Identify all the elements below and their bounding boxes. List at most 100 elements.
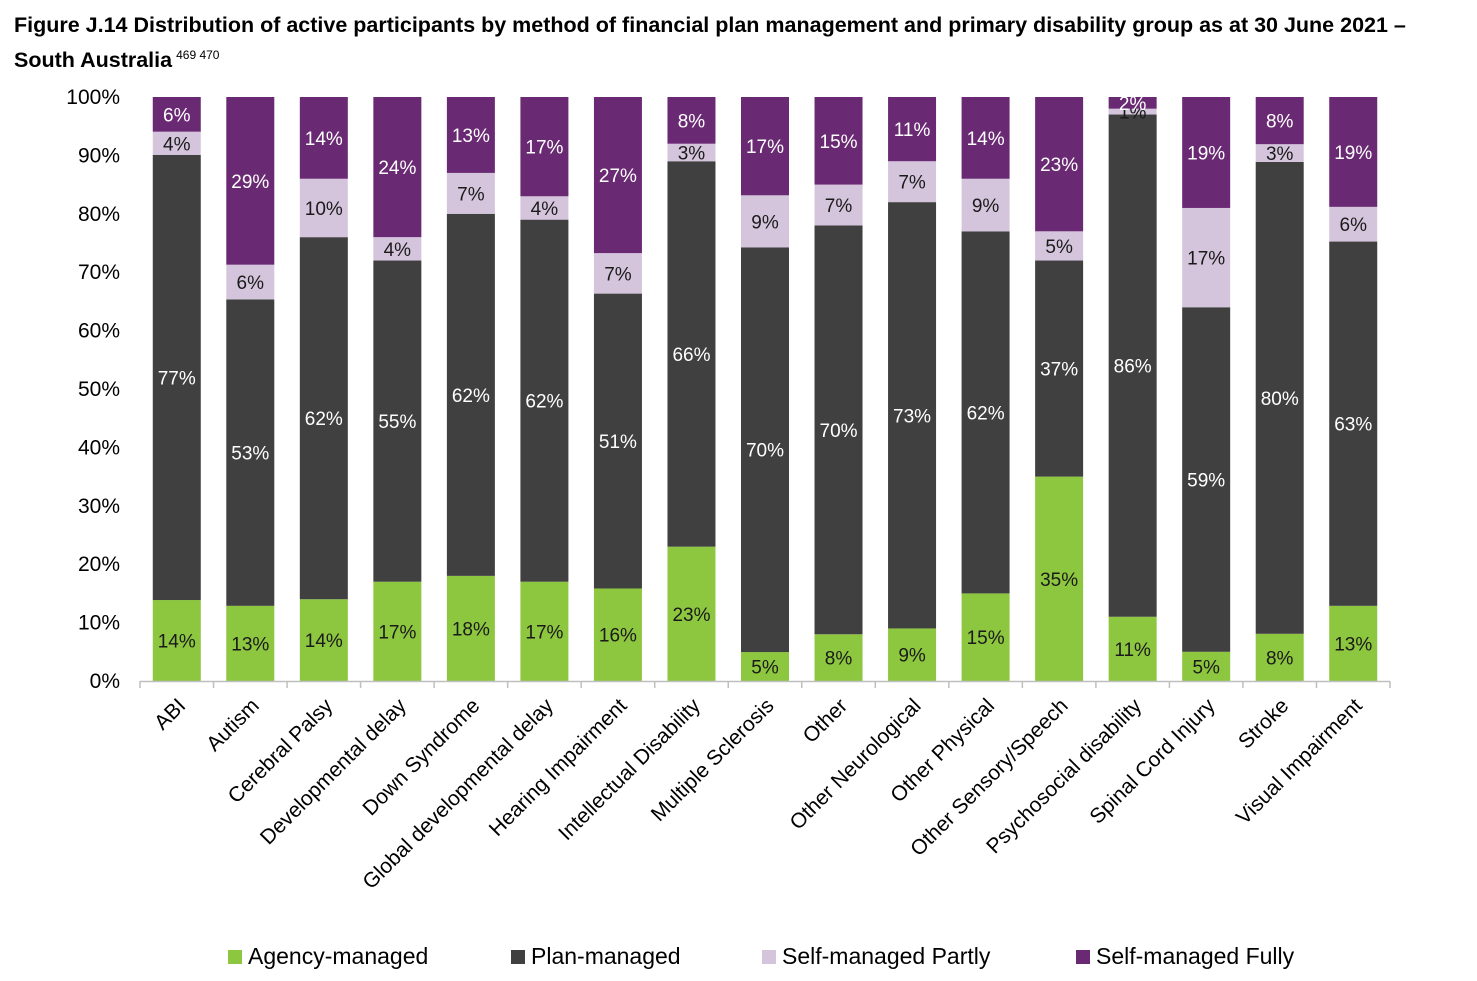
legend-label: Self-managed Partly (782, 943, 991, 969)
bar-segment (226, 605, 275, 681)
data-label: 23% (1040, 155, 1078, 176)
bar-segment (299, 97, 348, 179)
x-category-label: Intellectual Disability (554, 694, 705, 845)
y-tick-label: 60% (78, 320, 120, 343)
data-label: 11% (894, 120, 931, 141)
data-label: 14% (305, 129, 343, 150)
data-label: 10% (305, 199, 343, 220)
data-label: 19% (1187, 143, 1225, 164)
data-label: 5% (751, 658, 779, 679)
data-label: 8% (825, 649, 853, 670)
data-label: 62% (305, 409, 343, 430)
bar-segment (593, 588, 642, 681)
data-label: 6% (1340, 215, 1368, 236)
legend-label: Self-managed Fully (1096, 943, 1295, 969)
bar-segment (1329, 241, 1378, 606)
data-label: 62% (452, 386, 490, 407)
bar-segment (814, 97, 863, 185)
y-tick-label: 90% (78, 144, 120, 167)
data-label: 4% (531, 199, 559, 220)
data-label: 23% (672, 605, 710, 626)
legend-label: Agency-managed (248, 943, 429, 969)
data-label: 18% (452, 619, 490, 640)
bar-segment (226, 97, 275, 265)
legend-label: Plan-managed (531, 943, 681, 969)
bar-segment (888, 161, 937, 203)
bar-segment (741, 247, 789, 653)
data-label: 14% (305, 631, 343, 652)
bar-segment (814, 184, 863, 226)
data-label: 9% (972, 196, 1000, 217)
bar-segment (888, 628, 937, 681)
data-label: 66% (672, 345, 710, 366)
y-tick-label: 30% (78, 495, 120, 518)
bar-segment (593, 293, 642, 589)
data-label: 4% (384, 240, 412, 261)
data-label: 17% (378, 622, 416, 643)
bar-segment (1108, 97, 1157, 109)
bar-segment (814, 225, 863, 635)
data-label: 6% (163, 105, 191, 126)
bar-segment (1108, 616, 1157, 681)
bar-segment (1255, 161, 1304, 634)
bar-segment (961, 178, 1010, 232)
data-label: 19% (1334, 143, 1372, 164)
data-label: 15% (967, 628, 1005, 649)
y-tick-label: 10% (78, 612, 120, 635)
chart-legend: Agency-managed Plan-managed Self-managed P… (0, 943, 1477, 979)
data-label: 59% (1187, 471, 1225, 492)
bar-segment (1329, 206, 1378, 242)
y-tick-label: 40% (78, 436, 120, 459)
bar-segment (1182, 307, 1231, 652)
data-label: 17% (1187, 249, 1225, 270)
y-tick-label: 20% (78, 553, 120, 576)
bar-segment (961, 97, 1010, 179)
data-label: 16% (599, 626, 637, 647)
data-label: 13% (452, 126, 490, 147)
bar-segment (1329, 605, 1378, 681)
bar-segment (152, 131, 201, 155)
data-label: 3% (1266, 144, 1294, 165)
bar-segment (373, 260, 422, 582)
data-label: 63% (1334, 415, 1372, 436)
legend-item: Agency-managed (228, 943, 428, 970)
x-category-label: Hearing Impairment (485, 694, 632, 841)
bar-segment (814, 634, 863, 681)
bar-segment (152, 600, 201, 681)
bar-segment (667, 161, 716, 547)
x-category-label: Developmental delay (256, 694, 411, 849)
bar-segment (1182, 207, 1231, 308)
title-footnotes: 469 470 (176, 48, 220, 62)
bar-segment (1329, 97, 1378, 207)
y-tick-label: 80% (78, 203, 120, 226)
x-category-label: Other (799, 694, 852, 747)
data-label: 3% (678, 143, 706, 164)
data-label: 17% (525, 138, 563, 159)
chart-title-text: Figure J.14 Distribution of active parti… (14, 13, 1406, 72)
bar-segment (520, 581, 569, 681)
bar-segment (667, 97, 716, 144)
bar-segment (1255, 144, 1304, 162)
data-label: 11% (1114, 640, 1151, 661)
legend-item: Plan-managed (511, 943, 681, 970)
data-label: 35% (1040, 570, 1078, 591)
bar-segment (593, 97, 642, 254)
bar-segment (741, 195, 789, 248)
bar-segment (446, 213, 495, 576)
y-tick-label: 0% (90, 670, 120, 693)
bar-segment (741, 97, 789, 196)
bar-segment (888, 202, 937, 629)
data-label: 53% (231, 444, 269, 465)
bar-segment (1182, 651, 1231, 681)
y-tick-label: 50% (78, 378, 120, 401)
data-label: 15% (820, 132, 858, 153)
data-label: 77% (158, 368, 196, 389)
bar-segment (446, 172, 495, 214)
data-label: 80% (1261, 389, 1299, 410)
bar-segment (1035, 231, 1084, 261)
x-category-label: Visual Impairment (1232, 694, 1367, 829)
legend-swatch (228, 949, 242, 964)
data-label: 14% (967, 129, 1005, 150)
bar-segment (299, 178, 348, 238)
data-label: 70% (820, 421, 858, 442)
